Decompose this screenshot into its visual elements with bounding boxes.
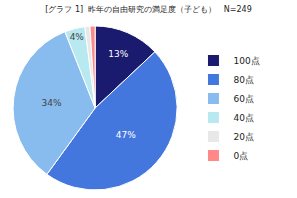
svg-text:20点: 20点 (233, 132, 253, 142)
svg-text:47%: 47% (116, 130, 136, 140)
svg-text:0点: 0点 (233, 151, 248, 161)
svg-text:[グラフ 1] 昨年の自由研究の満足度（子ども） N=: [グラフ 1] 昨年の自由研究の満足度（子ども） N=249 (45, 5, 252, 14)
svg-text:60点: 60点 (233, 94, 253, 104)
svg-text:80点: 80点 (233, 75, 253, 85)
svg-text:4%: 4% (70, 32, 85, 42)
svg-text:40点: 40点 (233, 113, 253, 123)
svg-text:34%: 34% (42, 98, 62, 108)
svg-text:13%: 13% (108, 49, 128, 59)
svg-text:100点: 100点 (233, 56, 259, 66)
